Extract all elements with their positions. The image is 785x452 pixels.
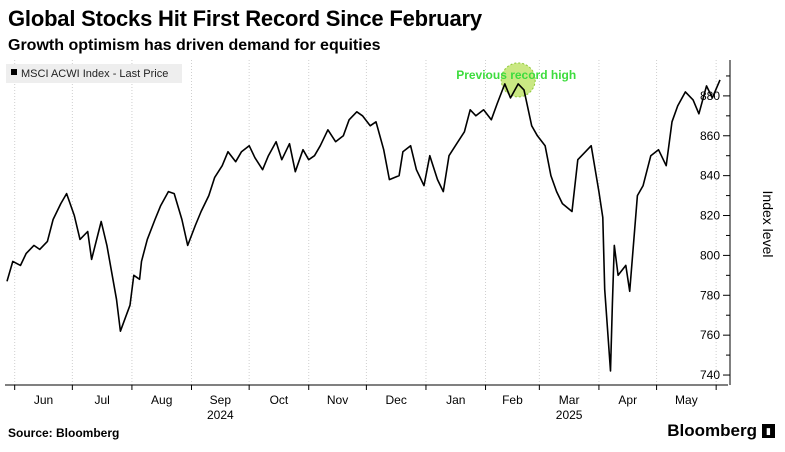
y-tick-label: 860 — [700, 129, 720, 143]
legend-box — [6, 64, 182, 83]
legend: MSCI ACWI Index - Last Price — [6, 64, 182, 83]
series-line-msci-acwi — [6, 79, 721, 372]
x-tick-label: Nov — [327, 393, 348, 407]
annotations: Previous record high — [456, 68, 576, 82]
gridlines — [14, 60, 717, 385]
y-tick-label: 780 — [700, 288, 720, 302]
x-tick-label: Feb — [502, 393, 523, 407]
y-tick-label: 740 — [700, 368, 720, 382]
x-tick-label: Mar — [559, 393, 580, 407]
record-high-highlight — [500, 62, 536, 98]
y-tick-label: 880 — [700, 89, 720, 103]
y-axis-label: Index level — [760, 191, 776, 258]
y-axis: 740 760 780 800 820 840 860 880 — [700, 60, 731, 385]
x-tick-label: Apr — [618, 393, 637, 407]
brand-logo: Bloomberg ▮ — [667, 421, 775, 441]
x-tick-label: Oct — [270, 393, 289, 407]
y-tick-label: 840 — [700, 169, 720, 183]
x-tick-label: Dec — [385, 393, 406, 407]
chart-title: Global Stocks Hit First Record Since Feb… — [8, 6, 482, 31]
x-tick-label: Jul — [94, 393, 109, 407]
chart-subtitle: Growth optimism has driven demand for eq… — [8, 37, 381, 54]
chart-box-icon: ▮ — [762, 424, 775, 438]
x-year-label: 2024 — [207, 408, 234, 422]
x-tick-label: Jan — [446, 393, 465, 407]
record-high-circle — [500, 62, 536, 98]
x-tick-label: Sep — [210, 393, 232, 407]
x-axis: Jun Jul Aug Sep Oct Nov Dec Jan Feb Mar Apr May 2024… — [5, 384, 728, 422]
annotation-previous-record-high: Previous record high — [456, 68, 576, 82]
legend-swatch — [11, 69, 17, 75]
legend-entry: MSCI ACWI Index - Last Price — [21, 68, 168, 80]
x-tick-label: Aug — [151, 393, 172, 407]
y-tick-label: 800 — [700, 248, 720, 262]
x-tick-label: Jun — [34, 393, 53, 407]
y-tick-label: 820 — [700, 209, 720, 223]
x-year-label: 2025 — [556, 408, 583, 422]
source-note: Source: Bloomberg — [8, 426, 120, 440]
brand-name: Bloomberg — [667, 421, 757, 440]
x-tick-label: May — [675, 393, 698, 407]
y-tick-label: 760 — [700, 328, 720, 342]
